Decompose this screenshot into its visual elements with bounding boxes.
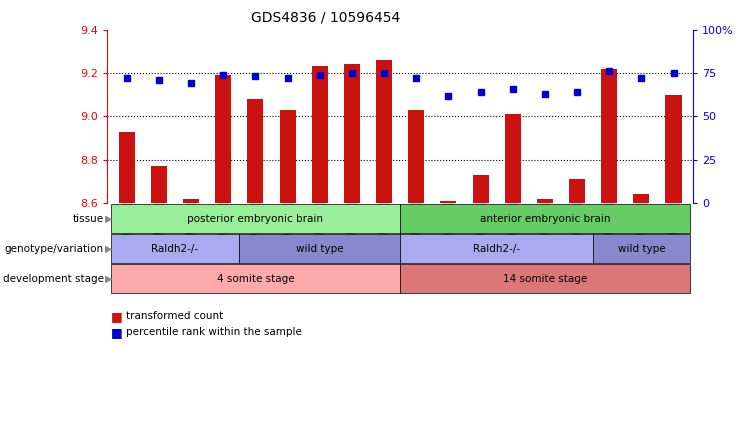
Bar	[440, 201, 456, 203]
Text: 14 somite stage: 14 somite stage	[502, 274, 587, 284]
Text: genotype/variation: genotype/variation	[4, 244, 104, 254]
Text: ▶: ▶	[105, 214, 113, 224]
Bar	[473, 175, 488, 203]
Bar	[569, 179, 585, 203]
Text: Raldh2-/-: Raldh2-/-	[473, 244, 520, 254]
Bar	[344, 64, 360, 203]
Text: wild type: wild type	[617, 244, 665, 254]
Text: ▶: ▶	[105, 244, 113, 254]
Bar	[505, 114, 521, 203]
Text: wild type: wild type	[296, 244, 344, 254]
Text: development stage: development stage	[3, 274, 104, 284]
Bar	[279, 110, 296, 203]
Bar	[183, 199, 199, 203]
Text: Raldh2-/-: Raldh2-/-	[151, 244, 199, 254]
Bar	[312, 66, 328, 203]
Text: ■: ■	[111, 310, 123, 323]
Bar	[151, 166, 167, 203]
Text: percentile rank within the sample: percentile rank within the sample	[126, 327, 302, 338]
Bar	[376, 60, 392, 203]
Text: 4 somite stage: 4 somite stage	[216, 274, 294, 284]
Text: transformed count: transformed count	[126, 311, 223, 321]
Text: posterior embryonic brain: posterior embryonic brain	[187, 214, 323, 224]
Text: tissue: tissue	[73, 214, 104, 224]
Text: anterior embryonic brain: anterior embryonic brain	[479, 214, 610, 224]
Bar	[601, 69, 617, 203]
Bar	[536, 199, 553, 203]
Text: ■: ■	[111, 326, 123, 339]
Bar	[634, 194, 649, 203]
Text: ▶: ▶	[105, 274, 113, 284]
Bar	[665, 95, 682, 203]
Bar	[247, 99, 264, 203]
Text: GDS4836 / 10596454: GDS4836 / 10596454	[251, 11, 401, 25]
Bar	[215, 75, 231, 203]
Bar	[119, 132, 135, 203]
Bar	[408, 110, 425, 203]
